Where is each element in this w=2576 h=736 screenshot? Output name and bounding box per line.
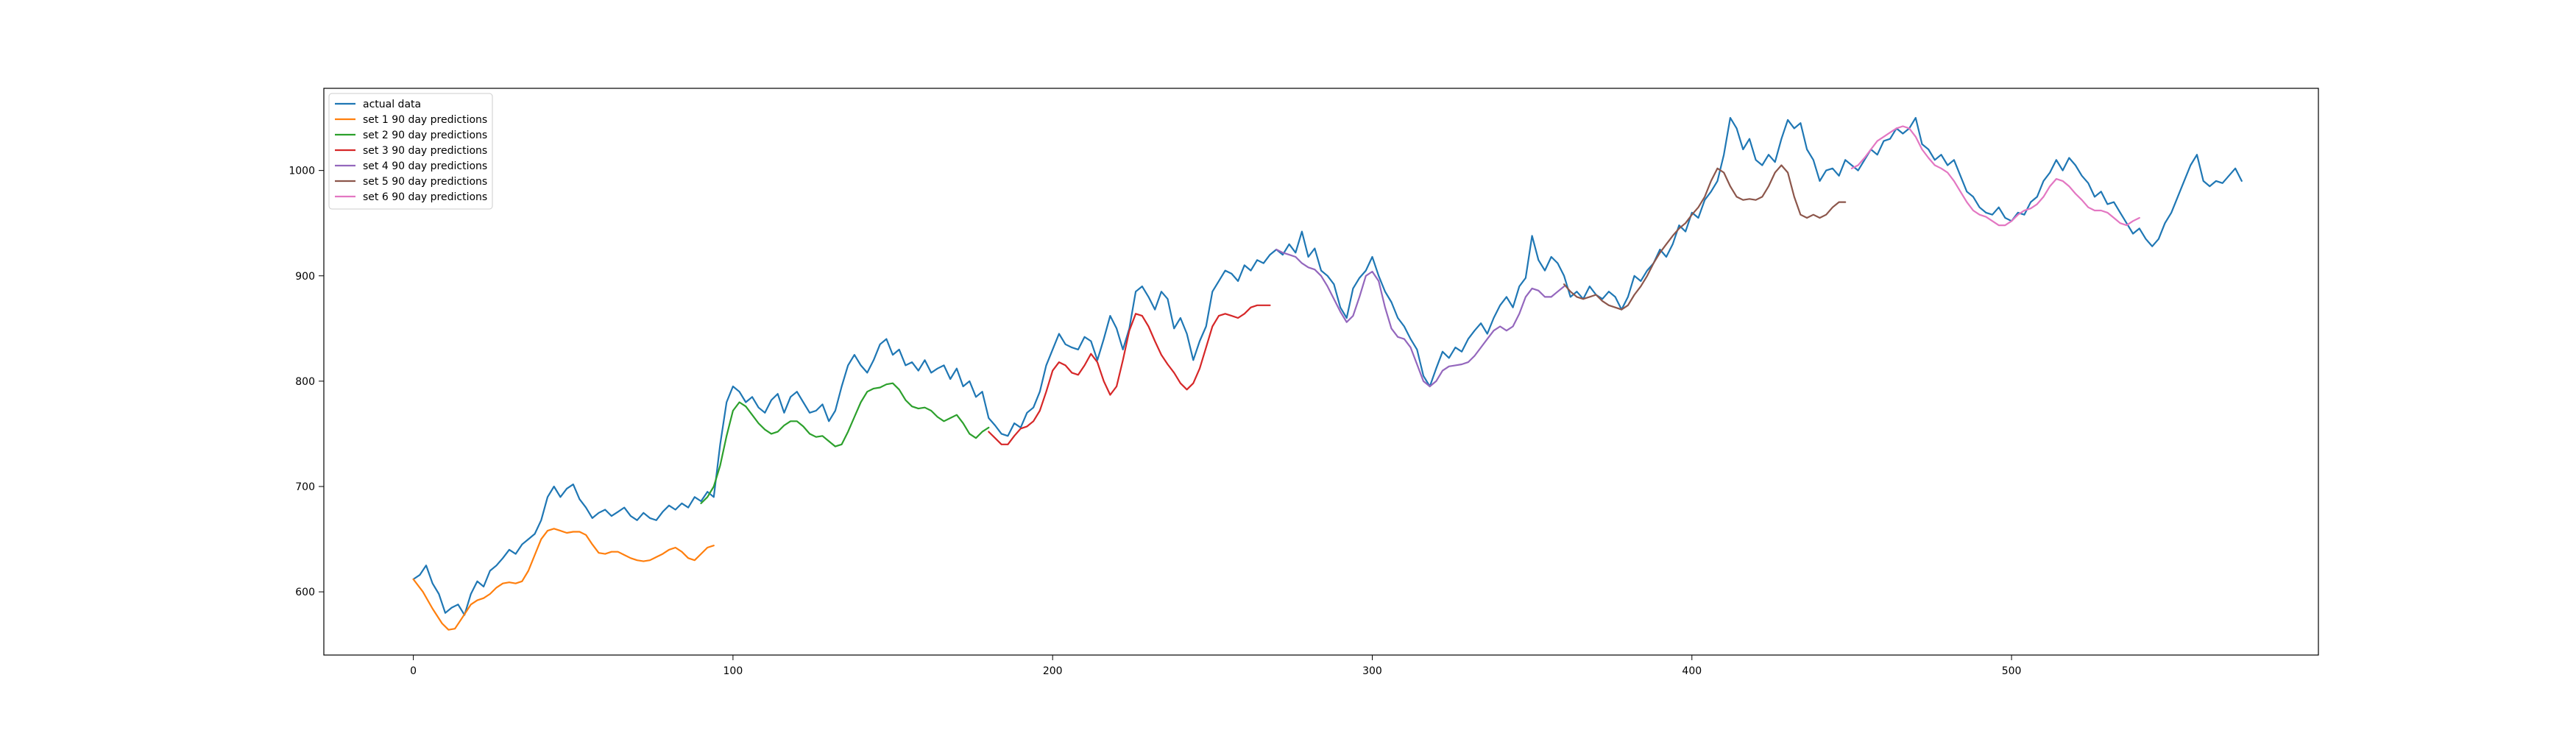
series-line-0 (412, 117, 2243, 616)
legend-label-2: set 2 90 day predictions (363, 130, 487, 141)
axes-frame (323, 88, 2319, 656)
legend-box (328, 93, 493, 210)
legend-label-0: actual data (363, 99, 421, 110)
x-tick-label: 500 (2002, 665, 2022, 677)
y-tick-label: 800 (295, 376, 315, 388)
series-line-1 (412, 528, 715, 631)
x-tick-label: 300 (1362, 665, 1382, 677)
series-line-4 (1275, 248, 1565, 388)
legend-label-4: set 4 90 day predictions (363, 160, 487, 172)
legend-label-5: set 5 90 day predictions (363, 176, 487, 188)
y-tick-label: 900 (295, 271, 315, 283)
series-line-3 (988, 304, 1271, 445)
y-tick-label: 700 (295, 481, 315, 493)
legend-label-1: set 1 90 day predictions (363, 114, 487, 126)
x-tick-label: 400 (1682, 665, 1702, 677)
y-tick-label: 600 (295, 587, 315, 598)
series-line-2 (700, 382, 990, 504)
legend-label-3: set 3 90 day predictions (363, 145, 487, 157)
legend-label-6: set 6 90 day predictions (363, 191, 487, 203)
x-tick-label: 200 (1043, 665, 1063, 677)
y-axis-ticks: 600 700 800 900 1000 (289, 166, 324, 598)
y-tick-label: 1000 (289, 166, 315, 177)
legend: actual data set 1 90 day predictions set 2… (328, 93, 493, 210)
x-tick-label: 100 (723, 665, 743, 677)
series-lines (412, 117, 2243, 631)
series-line-6 (1850, 125, 2140, 227)
x-axis-ticks: 0 100 200 300 400 500 (410, 655, 2021, 677)
x-tick-label: 0 (410, 665, 417, 677)
series-line-5 (1563, 164, 1847, 311)
